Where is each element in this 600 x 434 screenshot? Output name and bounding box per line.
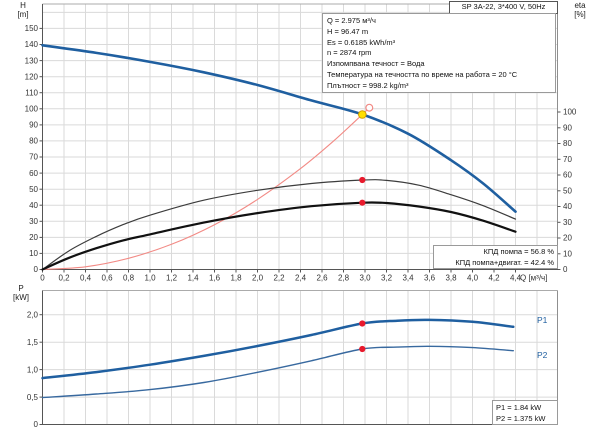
x-tick-label: 4,2 <box>488 274 500 283</box>
x-tick-label: 3,2 <box>381 274 393 283</box>
duty-info-line: Плътност = 998.2 kg/m³ <box>327 80 409 90</box>
efficiency-values-box: КПД помпа = 56.8 % КПД помпа+двигат. = 42… <box>433 245 558 269</box>
h-axis-title: H [m] <box>8 1 38 19</box>
right-tick-label: 20 <box>563 234 572 243</box>
pump-model-text: SP 3A-22, 3*400 V, 50Hz <box>461 2 546 11</box>
x-tick-label: 4,4 <box>510 274 522 283</box>
left-tick-label: 50 <box>29 185 38 194</box>
right-tick-label: 0 <box>563 265 568 274</box>
h-axis-unit: [m] <box>17 10 29 19</box>
p1-duty-point <box>359 320 366 327</box>
right-tick-label: 70 <box>563 155 572 164</box>
p2-duty-point <box>359 345 366 353</box>
left-tick-label: 0 <box>34 265 39 274</box>
pump-efficiency-point <box>359 176 366 184</box>
curve-system-curve <box>41 107 370 271</box>
left-tick-label: 30 <box>29 217 38 226</box>
left-tick-label: 10 <box>29 249 38 258</box>
left-tick-label: 120 <box>25 72 39 81</box>
left-tick-label: 0 <box>34 420 39 429</box>
right-tick-label: 30 <box>563 218 572 227</box>
x-tick-label: 3,6 <box>424 274 436 283</box>
right-tick-label: 100 <box>563 108 577 117</box>
efficiency-value-line: КПД помпа = 56.8 % <box>483 247 554 256</box>
x-tick-label: 0,4 <box>80 274 92 283</box>
curve-pump-head <box>41 44 517 213</box>
left-tick-label: 90 <box>29 121 38 130</box>
curve-efficiency-pump <box>41 179 517 271</box>
duty-info-line: Es = 0.6185 kWh/m³ <box>327 37 396 47</box>
eta-axis-symbol: eta <box>574 1 586 10</box>
x-tick-label: 1,6 <box>209 274 221 283</box>
curve-P1 <box>41 318 515 380</box>
eta-axis-title: eta [%] <box>564 1 596 19</box>
system-curve-end-marker <box>365 103 374 112</box>
x-tick-label: 1,8 <box>230 274 242 283</box>
efficiency-value-line: КПД помпа+двигат. = 42.4 % <box>455 257 554 267</box>
power-value-line: P1 = 1.84 kW <box>496 403 542 412</box>
left-tick-label: 60 <box>29 169 38 178</box>
left-tick-label: 40 <box>29 201 38 210</box>
h-axis-symbol: H <box>20 1 26 10</box>
power-panel: 0 0,5 1,0 1,5 2,0 <box>27 290 558 429</box>
x-tick-label: 3,4 <box>402 274 414 283</box>
left-tick-label: 150 <box>25 24 39 33</box>
motor-efficiency-point <box>359 199 366 206</box>
x-tick-label: 2,8 <box>338 274 350 283</box>
duty-info-box: Q = 2.975 м³/ч H = 96.47 m Es = 0.6185 kWh… <box>322 13 556 93</box>
left-tick-label: 2,0 <box>27 310 39 319</box>
x-tick-label: 1,2 <box>166 274 178 283</box>
right-tick-label: 50 <box>563 187 572 196</box>
p-axis-unit: [kW] <box>13 293 29 302</box>
power-values-box: P1 = 1.84 kW P2 = 1.375 kW <box>492 400 558 425</box>
x-tick-label: 2,0 <box>252 274 264 283</box>
p1-curve-label: P1 <box>537 315 548 325</box>
right-tick-label: 90 <box>563 124 572 133</box>
power-value-line: P2 = 1.375 kW <box>496 413 546 423</box>
left-tick-label: 140 <box>25 40 39 49</box>
eta-axis-unit: [%] <box>574 10 586 19</box>
x-tick-label: 0,6 <box>101 274 113 283</box>
p-axis-title: P [kW] <box>6 284 36 302</box>
left-tick-label: 80 <box>29 137 38 146</box>
duty-info-line: Температура на течността по време на раб… <box>327 69 518 79</box>
right-tick-label: 60 <box>563 171 572 180</box>
curve-efficiency-pump-motor <box>41 201 517 271</box>
right-tick-label: 40 <box>563 202 572 211</box>
duty-point-marker <box>358 110 367 119</box>
x-tick-label: 0,8 <box>123 274 135 283</box>
x-tick-label: 3,8 <box>445 274 457 283</box>
x-tick-label: 2,6 <box>316 274 328 283</box>
duty-info-line: Изпомпвана течност = Вода <box>327 59 425 69</box>
x-tick-label: 3,0 <box>359 274 371 283</box>
x-tick-label: 0,2 <box>58 274 70 283</box>
left-tick-label: 1,0 <box>27 365 39 374</box>
x-axis-unit-label: Q [м³/ч] <box>520 274 547 283</box>
x-tick-label: 2,4 <box>295 274 307 283</box>
left-tick-label: 70 <box>29 153 38 162</box>
duty-info-line: n = 2874 rpm <box>327 48 372 58</box>
x-tick-label: 0 <box>40 274 45 283</box>
left-tick-label: 1,5 <box>27 338 39 347</box>
p2-curve-label: P2 <box>537 350 548 360</box>
left-tick-label: 100 <box>25 105 39 114</box>
x-tick-label: 4,0 <box>467 274 479 283</box>
left-tick-label: 110 <box>25 88 38 97</box>
curve-P2 <box>41 345 514 399</box>
left-tick-label: 0,5 <box>27 393 39 402</box>
left-tick-label: 20 <box>29 233 38 242</box>
right-tick-label: 10 <box>563 250 572 259</box>
duty-info-line: H = 96.47 m <box>327 26 369 36</box>
duty-info-line: Q = 2.975 м³/ч <box>327 16 376 25</box>
x-tick-label: 2,2 <box>273 274 285 283</box>
right-tick-label: 80 <box>563 139 572 148</box>
x-tick-label: 1,0 <box>144 274 156 283</box>
left-tick-label: 130 <box>25 56 39 65</box>
p-axis-symbol: P <box>18 284 24 293</box>
x-tick-label: 1,4 <box>187 274 199 283</box>
